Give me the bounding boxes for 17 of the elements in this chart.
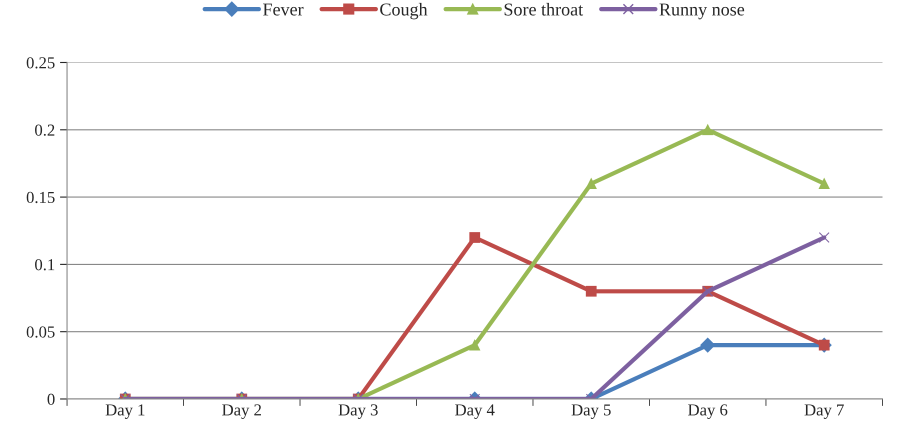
legend-label: Runny nose <box>660 4 744 20</box>
x-tick-label: Day 2 <box>222 404 261 419</box>
x-tick-label: Day 7 <box>804 404 844 419</box>
legend-label: Cough <box>380 2 428 20</box>
y-tick-label: 0.1 <box>35 259 54 270</box>
y-tick-label: 0.05 <box>26 326 55 338</box>
legend-label: Sore throat <box>504 2 584 16</box>
y-tick-label: 0 <box>48 394 55 405</box>
y-tick-label: 0.2 <box>35 124 54 136</box>
x-tick-label: Day 4 <box>455 404 495 419</box>
y-tick-label: 0.15 <box>26 192 55 204</box>
x-tick-label: Day 3 <box>338 404 378 419</box>
x-tick-label: Day 5 <box>572 404 611 419</box>
legend-label: Fever <box>263 4 304 16</box>
x-tick-label: Day 6 <box>688 404 728 419</box>
x-tick-label: Day 1 <box>106 404 144 419</box>
y-tick-label: 0.25 <box>26 57 55 69</box>
